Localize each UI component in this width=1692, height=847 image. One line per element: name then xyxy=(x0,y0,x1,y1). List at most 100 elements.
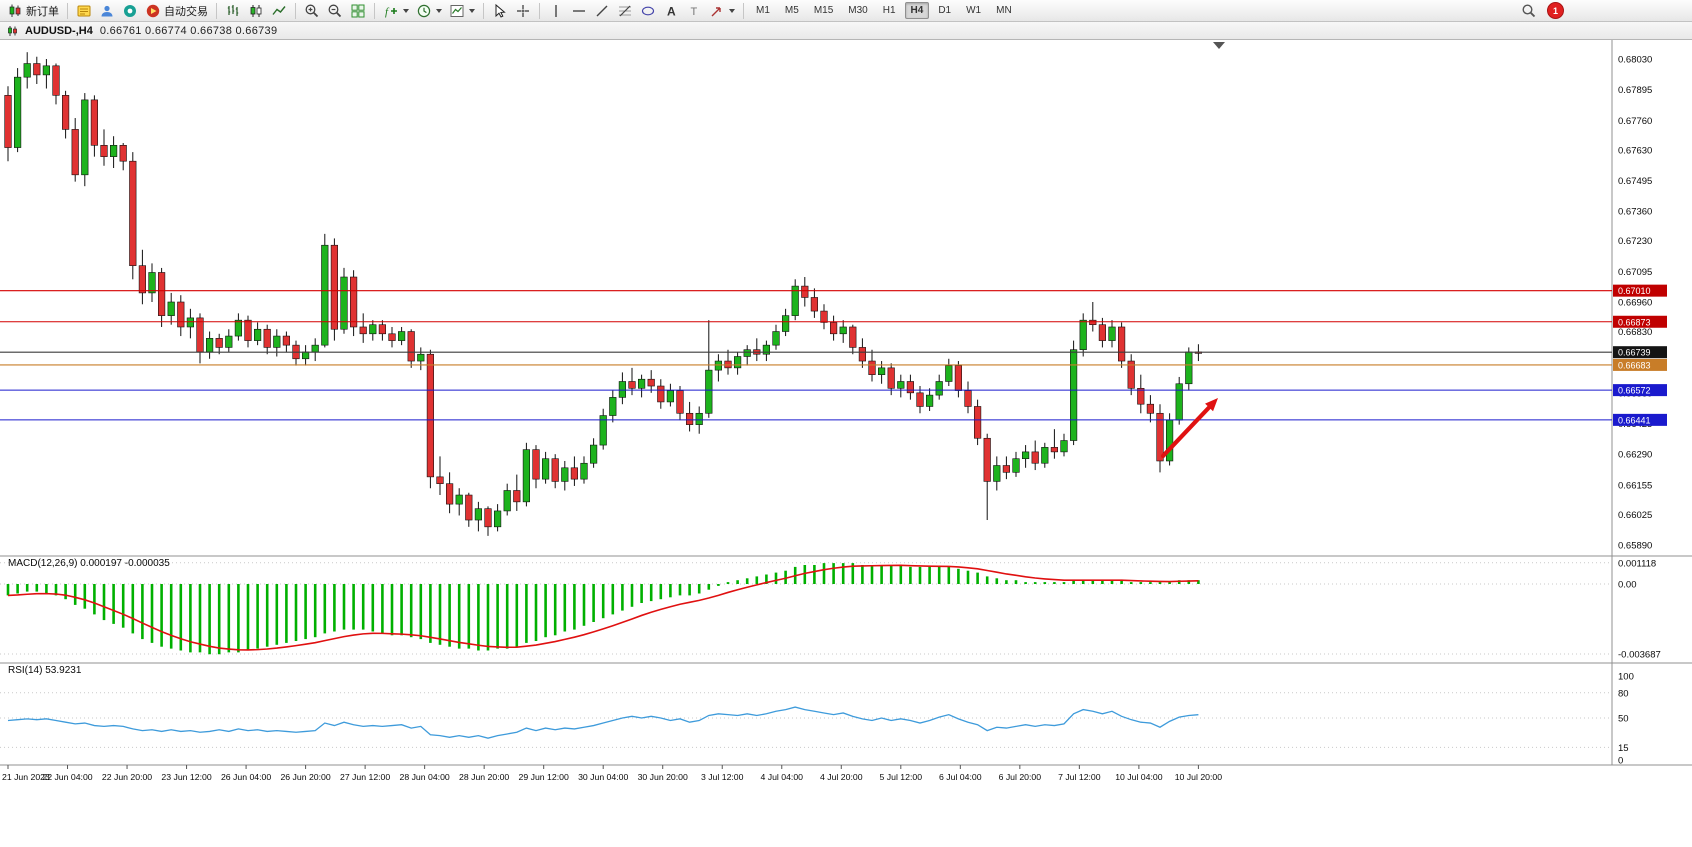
fibonacci-button[interactable] xyxy=(614,0,636,21)
metaquotes-icon xyxy=(122,3,138,19)
svg-text:4 Jul 20:00: 4 Jul 20:00 xyxy=(820,772,863,782)
svg-text:26 Jun 04:00: 26 Jun 04:00 xyxy=(221,772,271,782)
svg-text:0.66683: 0.66683 xyxy=(1618,360,1651,370)
shapes-icon xyxy=(640,3,656,19)
new-order-button[interactable]: 新订单 xyxy=(4,0,62,21)
chart-candles-button[interactable] xyxy=(245,0,267,21)
chart-shift-marker[interactable] xyxy=(1213,42,1225,49)
chart-canvas[interactable]: 0.68030 0.67895 0.67760 0.67630 0.67495 0.673… xyxy=(0,40,1692,847)
svg-text:f: f xyxy=(385,6,390,18)
autotrading-label: 自动交易 xyxy=(164,5,208,18)
timeframe-m30-button[interactable]: M30 xyxy=(848,5,868,16)
chevron-down-icon[interactable] xyxy=(436,8,442,13)
svg-text:4 Jul 04:00: 4 Jul 04:00 xyxy=(761,772,804,782)
trendline-icon xyxy=(594,3,610,19)
text-label-button[interactable]: T xyxy=(683,0,705,21)
bars-icon xyxy=(225,3,241,19)
svg-text:0.66025: 0.66025 xyxy=(1618,510,1652,521)
svg-text:0: 0 xyxy=(1618,756,1623,767)
arrows-button[interactable] xyxy=(706,0,738,21)
autotrading-button[interactable]: 自动交易 xyxy=(142,0,211,21)
templates-button[interactable] xyxy=(446,0,478,21)
chart-line-button[interactable] xyxy=(268,0,290,21)
text-button[interactable]: A xyxy=(660,0,682,21)
macd-signal-line xyxy=(7,564,1199,651)
search-icon[interactable] xyxy=(1521,3,1537,19)
horizontal-level-lines[interactable]: 0.67010 0.66873 0.66739 0.66683 0.66572 0.664… xyxy=(0,284,1667,426)
svg-text:0.66441: 0.66441 xyxy=(1618,415,1651,425)
chevron-down-icon[interactable] xyxy=(403,8,409,13)
svg-text:0.66739: 0.66739 xyxy=(1618,348,1651,358)
svg-text:0.66830: 0.66830 xyxy=(1618,327,1652,338)
metaeditor-button[interactable] xyxy=(73,0,95,21)
svg-text:26 Jun 20:00: 26 Jun 20:00 xyxy=(280,772,330,782)
chart-bars-button[interactable] xyxy=(222,0,244,21)
price-axis-labels: 0.68030 0.67895 0.67760 0.67630 0.67495 0.673… xyxy=(1618,55,1652,552)
timeframe-m15-button[interactable]: M15 xyxy=(813,5,834,16)
clock-icon xyxy=(416,3,432,19)
svg-text:-0.003687: -0.003687 xyxy=(1618,650,1661,661)
zoom-in-button[interactable] xyxy=(301,0,323,21)
svg-text:21 Jun 2023: 21 Jun 2023 xyxy=(2,772,50,782)
macd-indicator-label: MACD(12,26,9) 0.000197 -0.000035 xyxy=(8,558,170,569)
svg-text:0.66960: 0.66960 xyxy=(1618,298,1652,309)
svg-text:T: T xyxy=(691,6,698,18)
svg-text:0.67895: 0.67895 xyxy=(1618,85,1652,96)
zoom-in-icon xyxy=(304,3,320,19)
svg-text:50: 50 xyxy=(1618,714,1629,725)
timeframe-m1-button[interactable]: M1 xyxy=(756,5,770,16)
tile-windows-button[interactable] xyxy=(347,0,369,21)
label-icon: T xyxy=(686,3,702,19)
svg-text:0.66873: 0.66873 xyxy=(1618,317,1651,327)
trendline-button[interactable] xyxy=(591,0,613,21)
timeframe-d1-button[interactable]: D1 xyxy=(938,5,952,16)
main-toolbar: 新订单 自动交易 f A T M1 M5 M15 M30 H1 H4 D1 W1 MN 1 xyxy=(0,0,1692,22)
rsi-panel: 100 80 50 15 0 xyxy=(0,672,1634,767)
shapes-button[interactable] xyxy=(637,0,659,21)
timeframe-h1-button[interactable]: H1 xyxy=(882,5,896,16)
timeframe-m5-button[interactable]: M5 xyxy=(784,5,799,16)
timeframe-mn-button[interactable]: MN xyxy=(996,5,1012,16)
svg-text:3 Jul 12:00: 3 Jul 12:00 xyxy=(701,772,744,782)
candles-icon xyxy=(248,3,264,19)
metaquotes-button[interactable] xyxy=(119,0,141,21)
svg-text:0.67360: 0.67360 xyxy=(1618,207,1652,218)
autotrading-icon xyxy=(145,3,161,19)
timeframe-h4-button[interactable]: H4 xyxy=(904,2,930,19)
svg-text:0.67630: 0.67630 xyxy=(1618,145,1652,156)
indicators-icon: f xyxy=(383,3,399,19)
vertical-line-button[interactable] xyxy=(545,0,567,21)
svg-text:0.00: 0.00 xyxy=(1618,580,1637,591)
zoom-out-button[interactable] xyxy=(324,0,346,21)
indicators-button[interactable]: f xyxy=(380,0,412,21)
notification-badge[interactable]: 1 xyxy=(1547,2,1564,19)
svg-text:A: A xyxy=(667,4,676,18)
trend-arrow-annotation[interactable] xyxy=(1160,398,1218,459)
toolbar-separator xyxy=(539,2,540,19)
candlestick-series xyxy=(4,52,1202,536)
toolbar-separator xyxy=(743,2,744,19)
periods-button[interactable] xyxy=(413,0,445,21)
timeframe-w1-button[interactable]: W1 xyxy=(966,5,982,16)
chevron-down-icon[interactable] xyxy=(469,8,475,13)
svg-text:10 Jul 04:00: 10 Jul 04:00 xyxy=(1115,772,1163,782)
svg-text:0.68030: 0.68030 xyxy=(1618,55,1652,66)
chart-symbol-period: AUDUSD-,H4 xyxy=(25,24,93,37)
toolbar-separator xyxy=(67,2,68,19)
crosshair-button[interactable] xyxy=(512,0,534,21)
new-order-icon xyxy=(7,3,23,19)
cursor-icon xyxy=(492,3,508,19)
svg-text:23 Jun 12:00: 23 Jun 12:00 xyxy=(161,772,211,782)
svg-text:100: 100 xyxy=(1618,672,1634,683)
svg-text:15: 15 xyxy=(1618,743,1629,754)
cursor-button[interactable] xyxy=(489,0,511,21)
macd-panel: 0.001118 0.00 -0.003687 xyxy=(0,558,1661,661)
community-button[interactable] xyxy=(96,0,118,21)
rsi-indicator-label: RSI(14) 53.9231 xyxy=(8,665,82,676)
crosshair-icon xyxy=(515,3,531,19)
toolbar-separator xyxy=(483,2,484,19)
svg-text:30 Jun 20:00: 30 Jun 20:00 xyxy=(638,772,688,782)
horizontal-line-button[interactable] xyxy=(568,0,590,21)
chevron-down-icon[interactable] xyxy=(729,8,735,13)
